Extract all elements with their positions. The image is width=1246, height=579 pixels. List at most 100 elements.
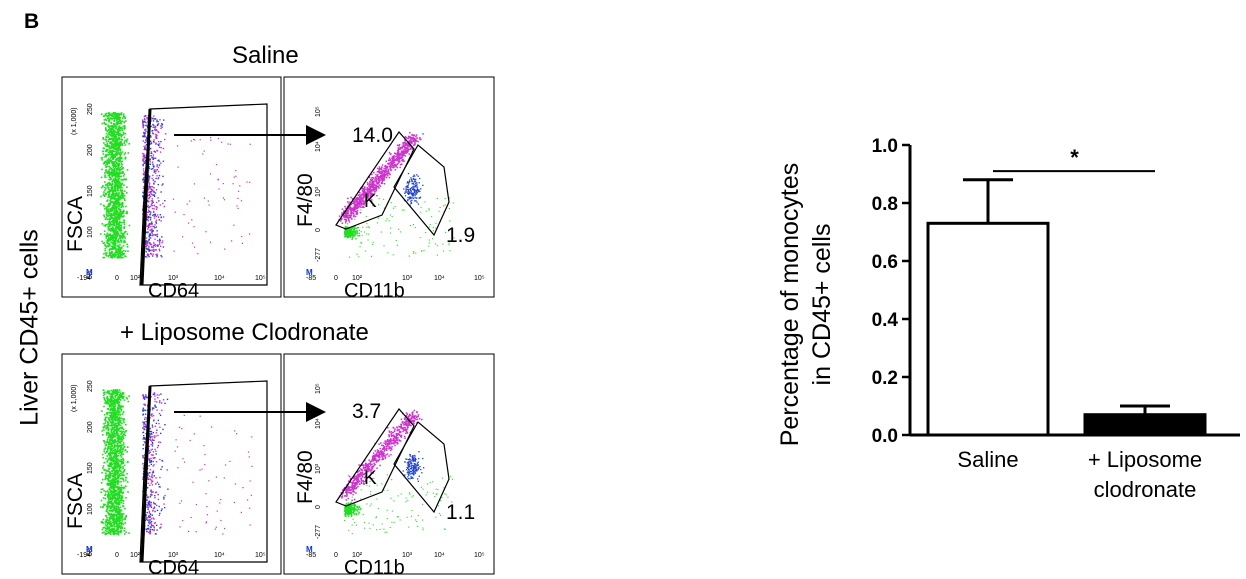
scatter-events	[99, 112, 251, 259]
y-scale-label: (x 1,000)	[71, 107, 78, 135]
x-tick-label: -85	[306, 275, 316, 282]
y-tick-label: 10³	[315, 186, 322, 197]
gate-edge	[140, 108, 152, 286]
y-tick-label: 150	[87, 185, 94, 197]
gate-upper-label: K	[364, 468, 377, 489]
condition-title-saline: Saline	[232, 42, 299, 69]
y-tick-label: -277	[315, 248, 322, 262]
panel-label: B	[24, 10, 40, 33]
bar-0	[926, 221, 1050, 437]
gate-monocyte	[393, 421, 450, 514]
x-tick-label: 10⁵	[255, 552, 266, 559]
x-tick-label: 10²	[352, 552, 363, 559]
x-tick-label: -85	[306, 552, 316, 559]
y-tick-label: 0.6	[872, 252, 898, 273]
gate-upper-value: 14.0	[352, 124, 393, 147]
corner-marker: M	[306, 545, 313, 554]
y-tick-label: 10⁵	[315, 383, 322, 394]
y-axis-label-line: in CD45+ cells	[808, 224, 836, 386]
y-tick-label: 10⁵	[315, 106, 322, 117]
x-axis-label-cd64: CD64	[148, 557, 199, 579]
y-tick-label: 50	[87, 271, 94, 279]
fsca-cd64-plot: CD64 FSCA (x 1,000) 250 200 150 100 50-194 0 10² 1…	[61, 353, 282, 579]
y-tick-label: 0.8	[872, 194, 898, 215]
y-tick-label: 1.0	[872, 136, 898, 157]
x-axis-label-cd11b: CD11b	[344, 280, 405, 302]
plot-frame	[283, 76, 495, 298]
x-tick-label: 10⁴	[214, 275, 225, 282]
y-axis-label-line: Percentage of monocytes	[776, 163, 804, 447]
x-tick-label: 10³	[402, 552, 413, 559]
y-tick-label: 100	[87, 226, 94, 238]
x-tick-label: 10⁴	[214, 552, 225, 559]
x-tick-label: 0	[115, 275, 119, 282]
x-tick-label: 10²	[130, 275, 141, 282]
x-tick-label: 10³	[168, 552, 179, 559]
gate-polygon	[139, 380, 268, 563]
y-tick-label: 10³	[315, 463, 322, 474]
x-tick-label: -194	[77, 552, 91, 559]
gate-lower-value: 1.1	[446, 501, 475, 524]
gate-upper-value: 3.7	[352, 400, 381, 423]
plot-frame	[283, 353, 495, 575]
y-tick-label: 0.4	[872, 310, 899, 331]
y-tick-label: 200	[87, 421, 94, 433]
y-tick-label: 0	[315, 505, 322, 509]
y-tick-label: 100	[87, 503, 94, 515]
corner-marker: M	[86, 545, 93, 554]
gate-upper-label: K	[364, 191, 377, 212]
x-tick-label: 0	[115, 552, 119, 559]
x-tick-label: 10⁴	[434, 275, 445, 282]
bar-chart: 0.0 0.2 0.4 0.6 0.8 1.0 Percentage of monocyte…	[776, 136, 1240, 502]
y-axis-label-f480: F4/80	[294, 450, 317, 504]
f480-cd11b-plot: 14.0 K 1.9 CD11b F4/80 10⁵ 10⁴ 10³ 0 -277 -85 0 10² 1…	[283, 76, 495, 302]
x-tick-label: 10³	[402, 275, 413, 282]
x-tick-label: 0	[334, 552, 338, 559]
x-tick-label: 10²	[130, 552, 141, 559]
x-category-label: + Liposome	[1088, 447, 1202, 472]
gate-kupffer	[335, 131, 415, 230]
gate-monocyte	[393, 144, 450, 237]
y-tick-label: 150	[87, 462, 94, 474]
scatter-events	[338, 409, 454, 535]
y-tick-label: 200	[87, 144, 94, 156]
f480-cd11b-plot: 3.7 K 1.1 CD11b F4/80 10⁵ 10⁴ 10³ 0 -277 -85 0 10² 10…	[283, 353, 495, 579]
x-tick-label: 10²	[352, 275, 363, 282]
y-axis-label-fsca: FSCA	[64, 473, 87, 529]
y-tick-label: 0.2	[872, 368, 898, 389]
condition-title-clodronate: + Liposome Clodronate	[120, 319, 369, 346]
y-tick-label: -277	[315, 525, 322, 539]
x-tick-label: -194	[77, 275, 91, 282]
y-tick-label: 250	[87, 380, 94, 392]
y-tick-label: 50	[87, 548, 94, 556]
corner-marker: M	[86, 268, 93, 277]
y-scale-label: (x 1,000)	[71, 384, 78, 412]
x-category-label: Saline	[957, 447, 1018, 472]
corner-marker: M	[306, 268, 313, 277]
x-tick-label: 10³	[168, 275, 179, 282]
gate-lower-value: 1.9	[446, 224, 475, 247]
y-axis-label-fsca: FSCA	[64, 196, 87, 252]
plot-frame	[61, 76, 282, 298]
x-tick-label: 0	[334, 275, 338, 282]
x-tick-label: 10⁵	[255, 275, 266, 282]
condition-row-1: CD64 FSCA (x 1,000) 250 200 150 100 50-194 0 10² 1…	[61, 353, 495, 579]
fsca-cd64-plot: CD64 FSCA (x 1,000) 250 200 150 100 50-194 0 10² 1…	[61, 76, 282, 302]
scatter-events	[338, 131, 455, 258]
significance-marker: *	[1070, 145, 1079, 170]
x-tick-label: 10⁴	[434, 552, 445, 559]
y-tick-label: 250	[87, 103, 94, 115]
plot-frame	[61, 353, 282, 575]
bar-1	[1083, 413, 1207, 437]
x-category-label: clodronate	[1094, 477, 1197, 502]
x-axis-label-cd11b: CD11b	[344, 557, 405, 579]
y-tick-label: 0.0	[872, 426, 898, 447]
y-tick-label: 0	[315, 228, 322, 232]
gate-edge	[140, 385, 152, 563]
x-tick-label: 10⁵	[474, 552, 485, 559]
y-axis-label-f480: F4/80	[294, 173, 317, 227]
gate-kupffer	[335, 408, 415, 507]
x-axis-label-cd64: CD64	[148, 280, 199, 302]
